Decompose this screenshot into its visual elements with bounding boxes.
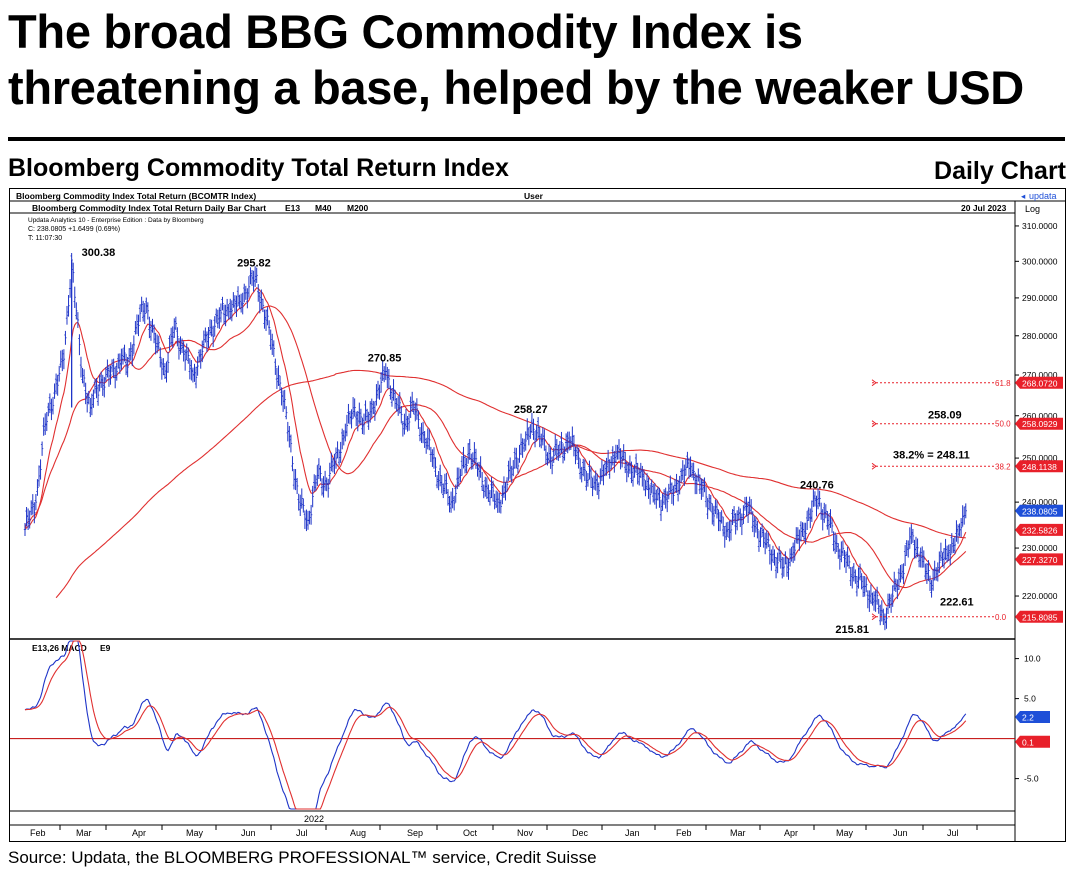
header-study-e13: E13 — [285, 203, 300, 213]
macd-tick-label: 5.0 — [1024, 694, 1036, 704]
price-tag-label: 238.0805 — [1022, 506, 1058, 516]
y-tick-label: 280.0000 — [1022, 331, 1058, 341]
x-tick-label: Mar — [730, 828, 746, 838]
header-date: 20 Jul 2023 — [961, 203, 1007, 213]
source-note: Source: Updata, the BLOOMBERG PROFESSION… — [8, 848, 597, 867]
fib-382-label: 38.2% = 248.11 — [893, 449, 970, 461]
x-tick-label: Feb — [676, 828, 692, 838]
fib-level-label: 38.2 — [995, 462, 1011, 471]
fib-price-tag-label: 215.8085 — [1022, 612, 1058, 622]
macd-tag-label: 2.2 — [1022, 713, 1034, 723]
fib-50-label: 258.09 — [928, 410, 962, 422]
fib-arrow-icon — [871, 613, 877, 621]
x-tick-label: Apr — [784, 828, 798, 838]
price-tag — [1015, 523, 1063, 536]
info-line-2: C: 238.0805 +1.6499 (0.69%) — [28, 226, 120, 233]
ma-m40-line — [24, 305, 967, 589]
fib-price-tag-label: 258.0929 — [1022, 419, 1058, 429]
fib-price-tag — [1015, 417, 1063, 430]
header-top-left: Bloomberg Commodity Index Total Return (… — [16, 191, 256, 201]
y-tick-label: 270.0000 — [1022, 370, 1058, 380]
fib-level-label: 0.0 — [995, 613, 1007, 622]
y-tick-label: 220.0000 — [1022, 591, 1058, 601]
price-tag-label: 227.3270 — [1022, 555, 1058, 565]
price-annotation: 300.38 — [82, 247, 116, 259]
info-line-3: T: 11:07:30 — [28, 235, 62, 242]
fib-price-tag — [1015, 376, 1063, 389]
x-tick-label: May — [836, 828, 854, 838]
y-tick-label: 310.0000 — [1022, 221, 1058, 231]
x-tick-label: Mar — [76, 828, 92, 838]
header-study-m40: M40 — [315, 203, 332, 213]
scale-label: Log — [1025, 204, 1040, 214]
x-axis-year: 2022 — [304, 814, 324, 824]
price-annotation: 295.82 — [237, 257, 271, 269]
macd-tag — [1015, 735, 1050, 748]
y-tick-label: 250.0000 — [1022, 453, 1058, 463]
price-tag — [1015, 553, 1063, 566]
price-annotation: 215.81 — [835, 624, 869, 636]
price-tag-label: 232.5826 — [1022, 525, 1058, 535]
macd-signal-label: E9 — [100, 643, 111, 653]
fib-arrow-icon — [871, 462, 877, 470]
macd-tick-label: 10.0 — [1024, 654, 1041, 664]
fib-level-label: 61.8 — [995, 379, 1011, 388]
updata-logo: ◂ — [1021, 191, 1026, 201]
y-tick-label: 290.0000 — [1022, 293, 1058, 303]
fib-arrow-icon — [871, 420, 877, 428]
y-tick-label: 300.0000 — [1022, 256, 1058, 266]
macd-tag — [1015, 711, 1050, 723]
macd-line — [24, 640, 967, 810]
fib-price-tag — [1015, 460, 1063, 473]
info-line-1: Updata Analytics 10 - Enterprise Edition… — [28, 217, 204, 224]
chart-subtitle: Bloomberg Commodity Total Return Index — [8, 154, 509, 182]
x-tick-label: Nov — [517, 828, 534, 838]
chart-frame: Bloomberg Commodity Index Total Return (… — [9, 188, 1066, 842]
fib-level-label: 50.0 — [995, 420, 1011, 429]
x-tick-label: Jan — [625, 828, 640, 838]
y-tick-label: 260.0000 — [1022, 411, 1058, 421]
macd-signal-line — [24, 640, 967, 810]
x-tick-label: Jun — [241, 828, 256, 838]
ma-e13-line — [24, 287, 967, 607]
fib-arrow-icon — [871, 379, 877, 387]
macd-tick-label: -5.0 — [1024, 774, 1039, 784]
price-annotation: 258.27 — [514, 404, 548, 416]
header-study-m200: M200 — [347, 203, 369, 213]
y-tick-label: 240.0000 — [1022, 497, 1058, 507]
y-tick-label: 230.0000 — [1022, 543, 1058, 553]
x-tick-label: Apr — [132, 828, 146, 838]
x-tick-label: Jul — [947, 828, 959, 838]
x-tick-label: Sep — [407, 828, 423, 838]
fib-price-tag — [1015, 610, 1063, 623]
fib-price-tag-label: 268.0720 — [1022, 378, 1058, 388]
header-top-center: User — [524, 191, 544, 201]
x-tick-label: Jul — [296, 828, 308, 838]
headline-divider — [8, 137, 1065, 141]
price-annotation: 270.85 — [368, 353, 402, 365]
fib-price-tag-label: 248.1138 — [1022, 462, 1057, 472]
x-tick-label: Oct — [463, 828, 478, 838]
x-tick-label: Jun — [893, 828, 908, 838]
x-tick-label: Aug — [350, 828, 366, 838]
price-tag — [1015, 504, 1063, 517]
price-annotation: 240.76 — [800, 480, 834, 492]
chart-svg: Bloomberg Commodity Index Total Return (… — [10, 191, 1065, 841]
chart-type-label: Daily Chart — [934, 157, 1066, 185]
brand-label: updata — [1029, 191, 1057, 201]
macd-tag-label: 0.1 — [1022, 737, 1034, 747]
x-tick-label: May — [186, 828, 204, 838]
x-tick-label: Feb — [30, 828, 46, 838]
macd-title: E13,26 MACD — [32, 643, 87, 653]
header-series-line: Bloomberg Commodity Index Total Return D… — [32, 203, 266, 213]
x-tick-label: Dec — [572, 828, 589, 838]
headline: The broad BBG Commodity Index is threate… — [8, 5, 1024, 114]
price-annotation: 222.61 — [940, 596, 974, 608]
ma-m200-line — [55, 369, 966, 599]
